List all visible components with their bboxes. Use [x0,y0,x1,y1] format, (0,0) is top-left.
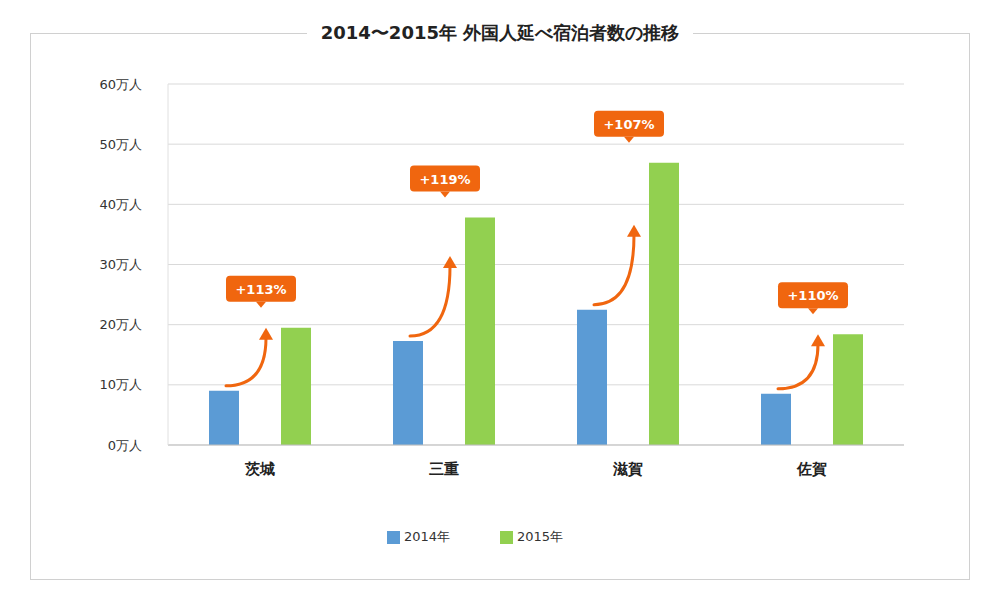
svg-text:40万人: 40万人 [99,197,142,212]
svg-text:+110%: +110% [787,288,838,303]
svg-text:30万人: 30万人 [99,257,142,272]
svg-text:茨城: 茨城 [244,460,275,478]
html-text:2014〜2015年 外国人延べ宿泊者数の推移: 2014〜2015年 外国人延べ宿泊者数の推移 [320,22,680,43]
svg-text:+119%: +119% [419,172,470,187]
svg-text:0万人: 0万人 [108,438,142,453]
svg-text:滋賀: 滋賀 [612,460,643,478]
svg-text:三重: 三重 [429,460,459,478]
svg-text:50万人: 50万人 [99,137,142,152]
html-text:2014年: 2014年 [403,529,450,544]
svg-text:+107%: +107% [603,117,654,132]
svg-text:60万人: 60万人 [99,77,142,92]
svg-text:佐賀: 佐賀 [796,460,827,478]
html-text:2015年: 2015年 [517,529,564,544]
svg-text:20万人: 20万人 [99,317,142,332]
svg-text:+113%: +113% [235,282,286,297]
svg-text:10万人: 10万人 [99,377,142,392]
